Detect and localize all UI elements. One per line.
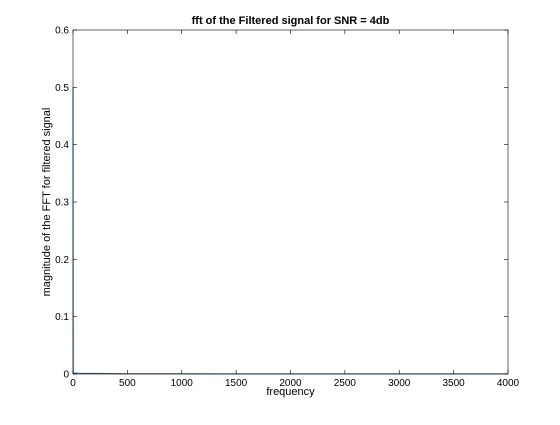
- y-tick-label: 0.2: [55, 255, 69, 266]
- x-tick-label: 3500: [443, 378, 466, 389]
- chart-title: fft of the Filtered signal for SNR = 4db: [192, 15, 390, 27]
- y-ticks: 0 0.1 0.2 0.3 0.4 0.5 0.6: [55, 26, 508, 381]
- y-tick-label: 0.3: [55, 198, 69, 209]
- x-tick-label: 2000: [279, 378, 302, 389]
- y-tick-label: 0: [63, 370, 69, 381]
- y-axis-label: magnitude of the FFT for filtered signal: [41, 108, 53, 297]
- plot-area: [73, 30, 508, 374]
- x-axis-label: frequency: [266, 386, 315, 398]
- y-tick-label: 0.5: [55, 83, 69, 94]
- x-tick-label: 2500: [334, 378, 357, 389]
- x-tick-label: 3000: [388, 378, 411, 389]
- x-tick-label: 1000: [171, 378, 194, 389]
- x-tick-label: 0: [70, 378, 76, 389]
- x-tick-label: 1500: [225, 378, 248, 389]
- y-tick-label: 0.4: [55, 140, 69, 151]
- x-tick-label: 500: [119, 378, 136, 389]
- y-tick-label: 0.1: [55, 312, 69, 323]
- x-tick-label: 4000: [497, 378, 520, 389]
- y-tick-label: 0.6: [55, 26, 69, 37]
- x-ticks: 0 500 1000 1500 2000 2500 3000 3500 4000: [70, 30, 520, 389]
